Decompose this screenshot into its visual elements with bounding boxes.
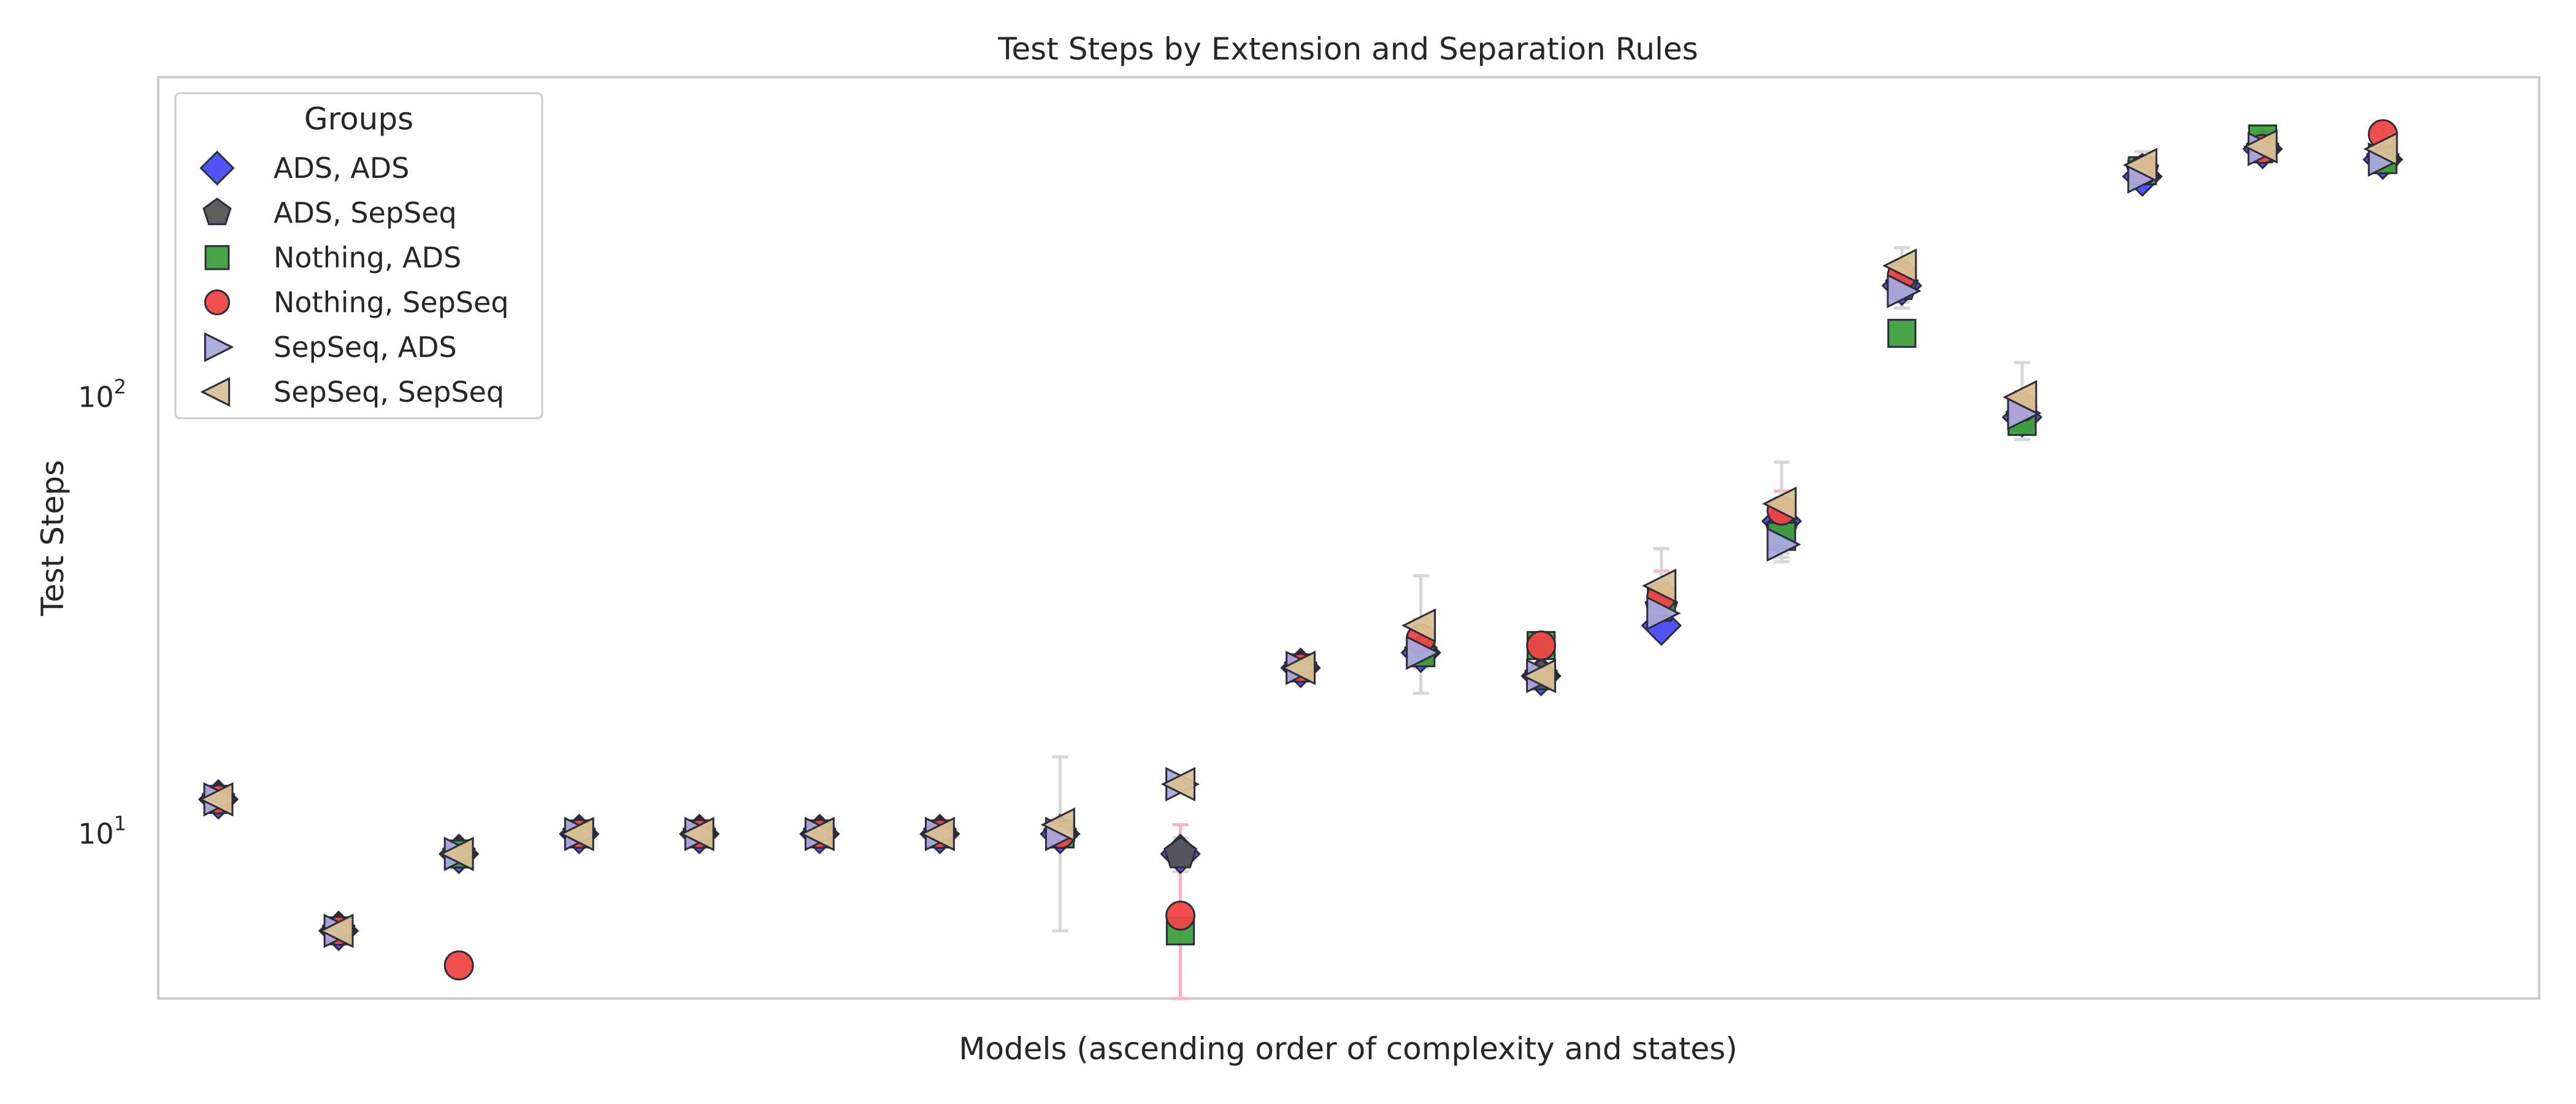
point-sepseq-sepseq: [800, 816, 835, 851]
point-sepseq-ads: [1646, 596, 1681, 631]
legend-label: SepSeq, SepSeq: [274, 375, 504, 408]
point-sepseq-sepseq: [2363, 131, 2398, 167]
point-sepseq-ads: [1766, 527, 1801, 562]
point-sepseq-sepseq: [439, 837, 474, 872]
point-nothing-sepseq: [1526, 631, 1557, 661]
point-sepseq-sepseq: [199, 782, 234, 817]
y-tick-label: 102: [78, 375, 126, 414]
point-sepseq-sepseq: [1281, 650, 1316, 686]
legend-title: Groups: [304, 101, 413, 137]
legend-marker-nothing-ads: [204, 245, 230, 270]
point-sepseq-sepseq: [1040, 807, 1075, 842]
legend-label: ADS, SepSeq: [274, 196, 457, 229]
data-markers: [197, 119, 2404, 981]
point-nothing-sepseq: [1165, 900, 1195, 931]
point-sepseq-sepseq: [1882, 248, 1917, 283]
point-sepseq-sepseq: [1401, 608, 1436, 643]
legend-box: [174, 92, 543, 420]
y-tick-exponent: 1: [114, 812, 126, 835]
point-nothing-sepseq: [443, 950, 474, 981]
point-sepseq-sepseq: [1762, 486, 1797, 521]
point-sepseq-sepseq: [2003, 380, 2037, 415]
y-tick-exponent: 2: [114, 375, 126, 399]
legend-marker-nothing-sepseq: [204, 289, 231, 316]
legend-label: Nothing, ADS: [274, 241, 461, 274]
point-ads-sepseq: [1163, 836, 1197, 868]
point-sepseq-sepseq: [2123, 147, 2158, 183]
legend-marker-sepseq-sepseq: [200, 377, 231, 407]
legend-label: SepSeq, ADS: [274, 331, 457, 364]
legend-marker-ads-sepseq: [202, 197, 232, 226]
point-sepseq-ads: [1406, 635, 1441, 670]
point-sepseq-ads: [1887, 274, 1922, 309]
point-sepseq-sepseq: [1160, 767, 1195, 802]
legend-label: Nothing, SepSeq: [274, 286, 509, 319]
error-bars: [1052, 123, 2391, 1000]
y-tick-label: 101: [78, 812, 126, 851]
legend-label: ADS, ADS: [274, 151, 409, 185]
chart-title: Test Steps by Extension and Separation R…: [997, 31, 1698, 67]
point-sepseq-sepseq: [2243, 129, 2278, 164]
plot-frame: [157, 76, 2540, 1000]
legend-marker-ads-ads: [199, 150, 235, 186]
y-axis-ticks: 101 102: [78, 375, 126, 851]
point-sepseq-sepseq: [680, 816, 715, 851]
point-sepseq-sepseq: [920, 816, 955, 851]
point-sepseq-sepseq: [559, 816, 594, 851]
legend: Groups ADS, ADS ADS, SepSeq Nothing, ADS No…: [174, 92, 543, 420]
point-sepseq-sepseq: [1521, 659, 1557, 694]
x-axis-label: Models (ascending order of complexity an…: [959, 1031, 1738, 1067]
point-nothing-ads: [1887, 318, 1917, 348]
point-sepseq-sepseq: [1642, 568, 1677, 604]
legend-marker-sepseq-ads: [204, 332, 234, 362]
y-axis-label: Test Steps: [35, 460, 71, 616]
point-sepseq-sepseq: [319, 913, 354, 948]
